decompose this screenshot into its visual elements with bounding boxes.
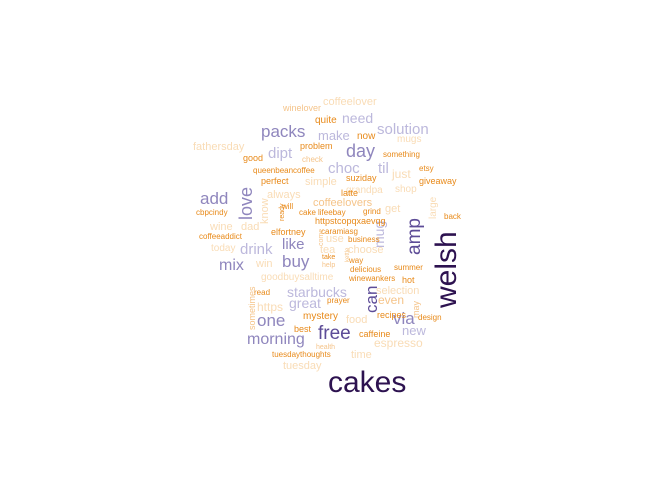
word-simple: simple xyxy=(305,176,337,188)
word-selection: selection xyxy=(376,285,420,297)
word-https: https xyxy=(257,300,284,314)
word-good: good xyxy=(243,153,264,163)
word-know: know xyxy=(259,198,271,224)
word-perfect: perfect xyxy=(261,176,289,186)
word-choc: choc xyxy=(328,160,360,177)
word-winewankers: winewankers xyxy=(349,274,396,283)
word-make: make xyxy=(318,128,350,143)
word-morning: morning xyxy=(247,331,305,348)
word-espresso: espresso xyxy=(374,336,423,350)
word-caramiasg: caramiasg xyxy=(321,227,358,236)
word-buy: buy xyxy=(282,252,310,271)
word-get: get xyxy=(385,203,401,215)
word-cbpcindy: cbpcindy xyxy=(196,208,228,217)
word-kettle: kettle xyxy=(345,247,351,262)
word-like: like xyxy=(282,236,305,253)
word-recipes: recipes xyxy=(377,310,407,320)
word-elfortney: elfortney xyxy=(271,227,306,237)
word-something: something xyxy=(383,150,420,159)
word-via: via xyxy=(393,309,415,328)
word-win: win xyxy=(256,258,273,270)
word-take: take xyxy=(322,254,336,261)
word-dad: dad xyxy=(241,221,260,233)
word-tuesday: tuesday xyxy=(283,360,322,372)
word-will: will xyxy=(282,202,294,211)
word-new: new xyxy=(402,323,426,338)
word-one: one xyxy=(257,311,286,330)
word-giveaway: giveaway xyxy=(419,176,457,186)
word-coffeelovers: coffeelovers xyxy=(313,197,373,209)
word-amp: amp xyxy=(404,218,425,255)
word-cake: cake xyxy=(299,208,316,217)
word-help: help xyxy=(322,262,336,269)
word-time: time xyxy=(351,349,372,361)
word-day: day xyxy=(346,141,376,161)
word-design: design xyxy=(418,313,442,322)
word-large: large xyxy=(428,196,439,219)
word-tuesdaythoughts: tuesdaythoughts xyxy=(272,350,331,359)
word-til: til xyxy=(378,160,389,177)
word-quite: quite xyxy=(315,115,337,126)
word-coffeeaddict: coffeeaddict xyxy=(199,232,242,241)
word-back: back xyxy=(444,212,461,221)
word-food: food xyxy=(346,314,368,326)
word-best: best xyxy=(294,324,312,334)
word-httpstcopqxaevqg: httpstcopqxaevqg xyxy=(315,216,386,226)
word-now: now xyxy=(357,131,376,142)
word-prayer: prayer xyxy=(327,296,350,305)
word-wine: wine xyxy=(210,221,233,233)
word-check: check xyxy=(302,155,323,164)
word-starbucks: starbucks xyxy=(287,284,347,300)
word-way: way xyxy=(349,256,364,265)
word-lifeebay: lifeebay xyxy=(318,208,346,217)
word-welsh: welsh xyxy=(430,231,463,308)
word-need: need xyxy=(342,110,374,126)
word-always: always xyxy=(267,189,301,201)
word-etsy: etsy xyxy=(419,164,434,173)
word-packs: packs xyxy=(261,122,306,141)
word-today: today xyxy=(211,243,236,254)
word-latte: latte xyxy=(341,188,359,198)
word-just: just xyxy=(392,167,411,181)
word-use: use xyxy=(326,233,344,245)
word-cakes: cakes xyxy=(328,366,407,399)
word-caffeine: caffeine xyxy=(359,329,391,339)
word-ready: ready xyxy=(279,203,286,221)
word-suziday: suziday xyxy=(346,173,377,183)
word-business: business xyxy=(348,235,380,244)
word-problem: problem xyxy=(300,141,333,151)
word-queenbeancoffee: queenbeancoffee xyxy=(253,166,315,175)
word-come: come xyxy=(318,228,325,246)
word-winelover: winelover xyxy=(283,103,322,113)
word-read: read xyxy=(254,288,271,297)
word-dipt: dipt xyxy=(268,145,293,162)
word-tea: tea xyxy=(320,244,336,256)
word-add: add xyxy=(200,189,229,208)
word-mystery: mystery xyxy=(303,311,338,322)
word-grandpa: grandpa xyxy=(346,185,383,196)
word-health: health xyxy=(316,344,336,351)
word-shop: shop xyxy=(395,184,417,195)
word-coffeelover: coffeelover xyxy=(323,96,377,108)
word-drink: drink xyxy=(240,241,273,258)
word-goodbuysalltime: goodbuysalltime xyxy=(261,272,334,283)
word-summer: summer xyxy=(394,263,423,272)
word-choose: choose xyxy=(348,244,384,256)
word-mix: mix xyxy=(219,257,244,274)
word-sometimes: sometimes xyxy=(247,286,257,330)
word-delicious: delicious xyxy=(350,265,382,274)
word-great: great xyxy=(289,295,321,311)
word-solution: solution xyxy=(377,121,429,138)
word-mugs: mugs xyxy=(397,134,422,145)
word-hot: hot xyxy=(402,275,415,285)
word-love: love xyxy=(236,186,256,220)
word-free: free xyxy=(318,323,351,344)
word-fathersday: fathersday xyxy=(193,141,245,153)
word-grind: grind xyxy=(363,207,381,216)
word-even: even xyxy=(378,293,405,307)
